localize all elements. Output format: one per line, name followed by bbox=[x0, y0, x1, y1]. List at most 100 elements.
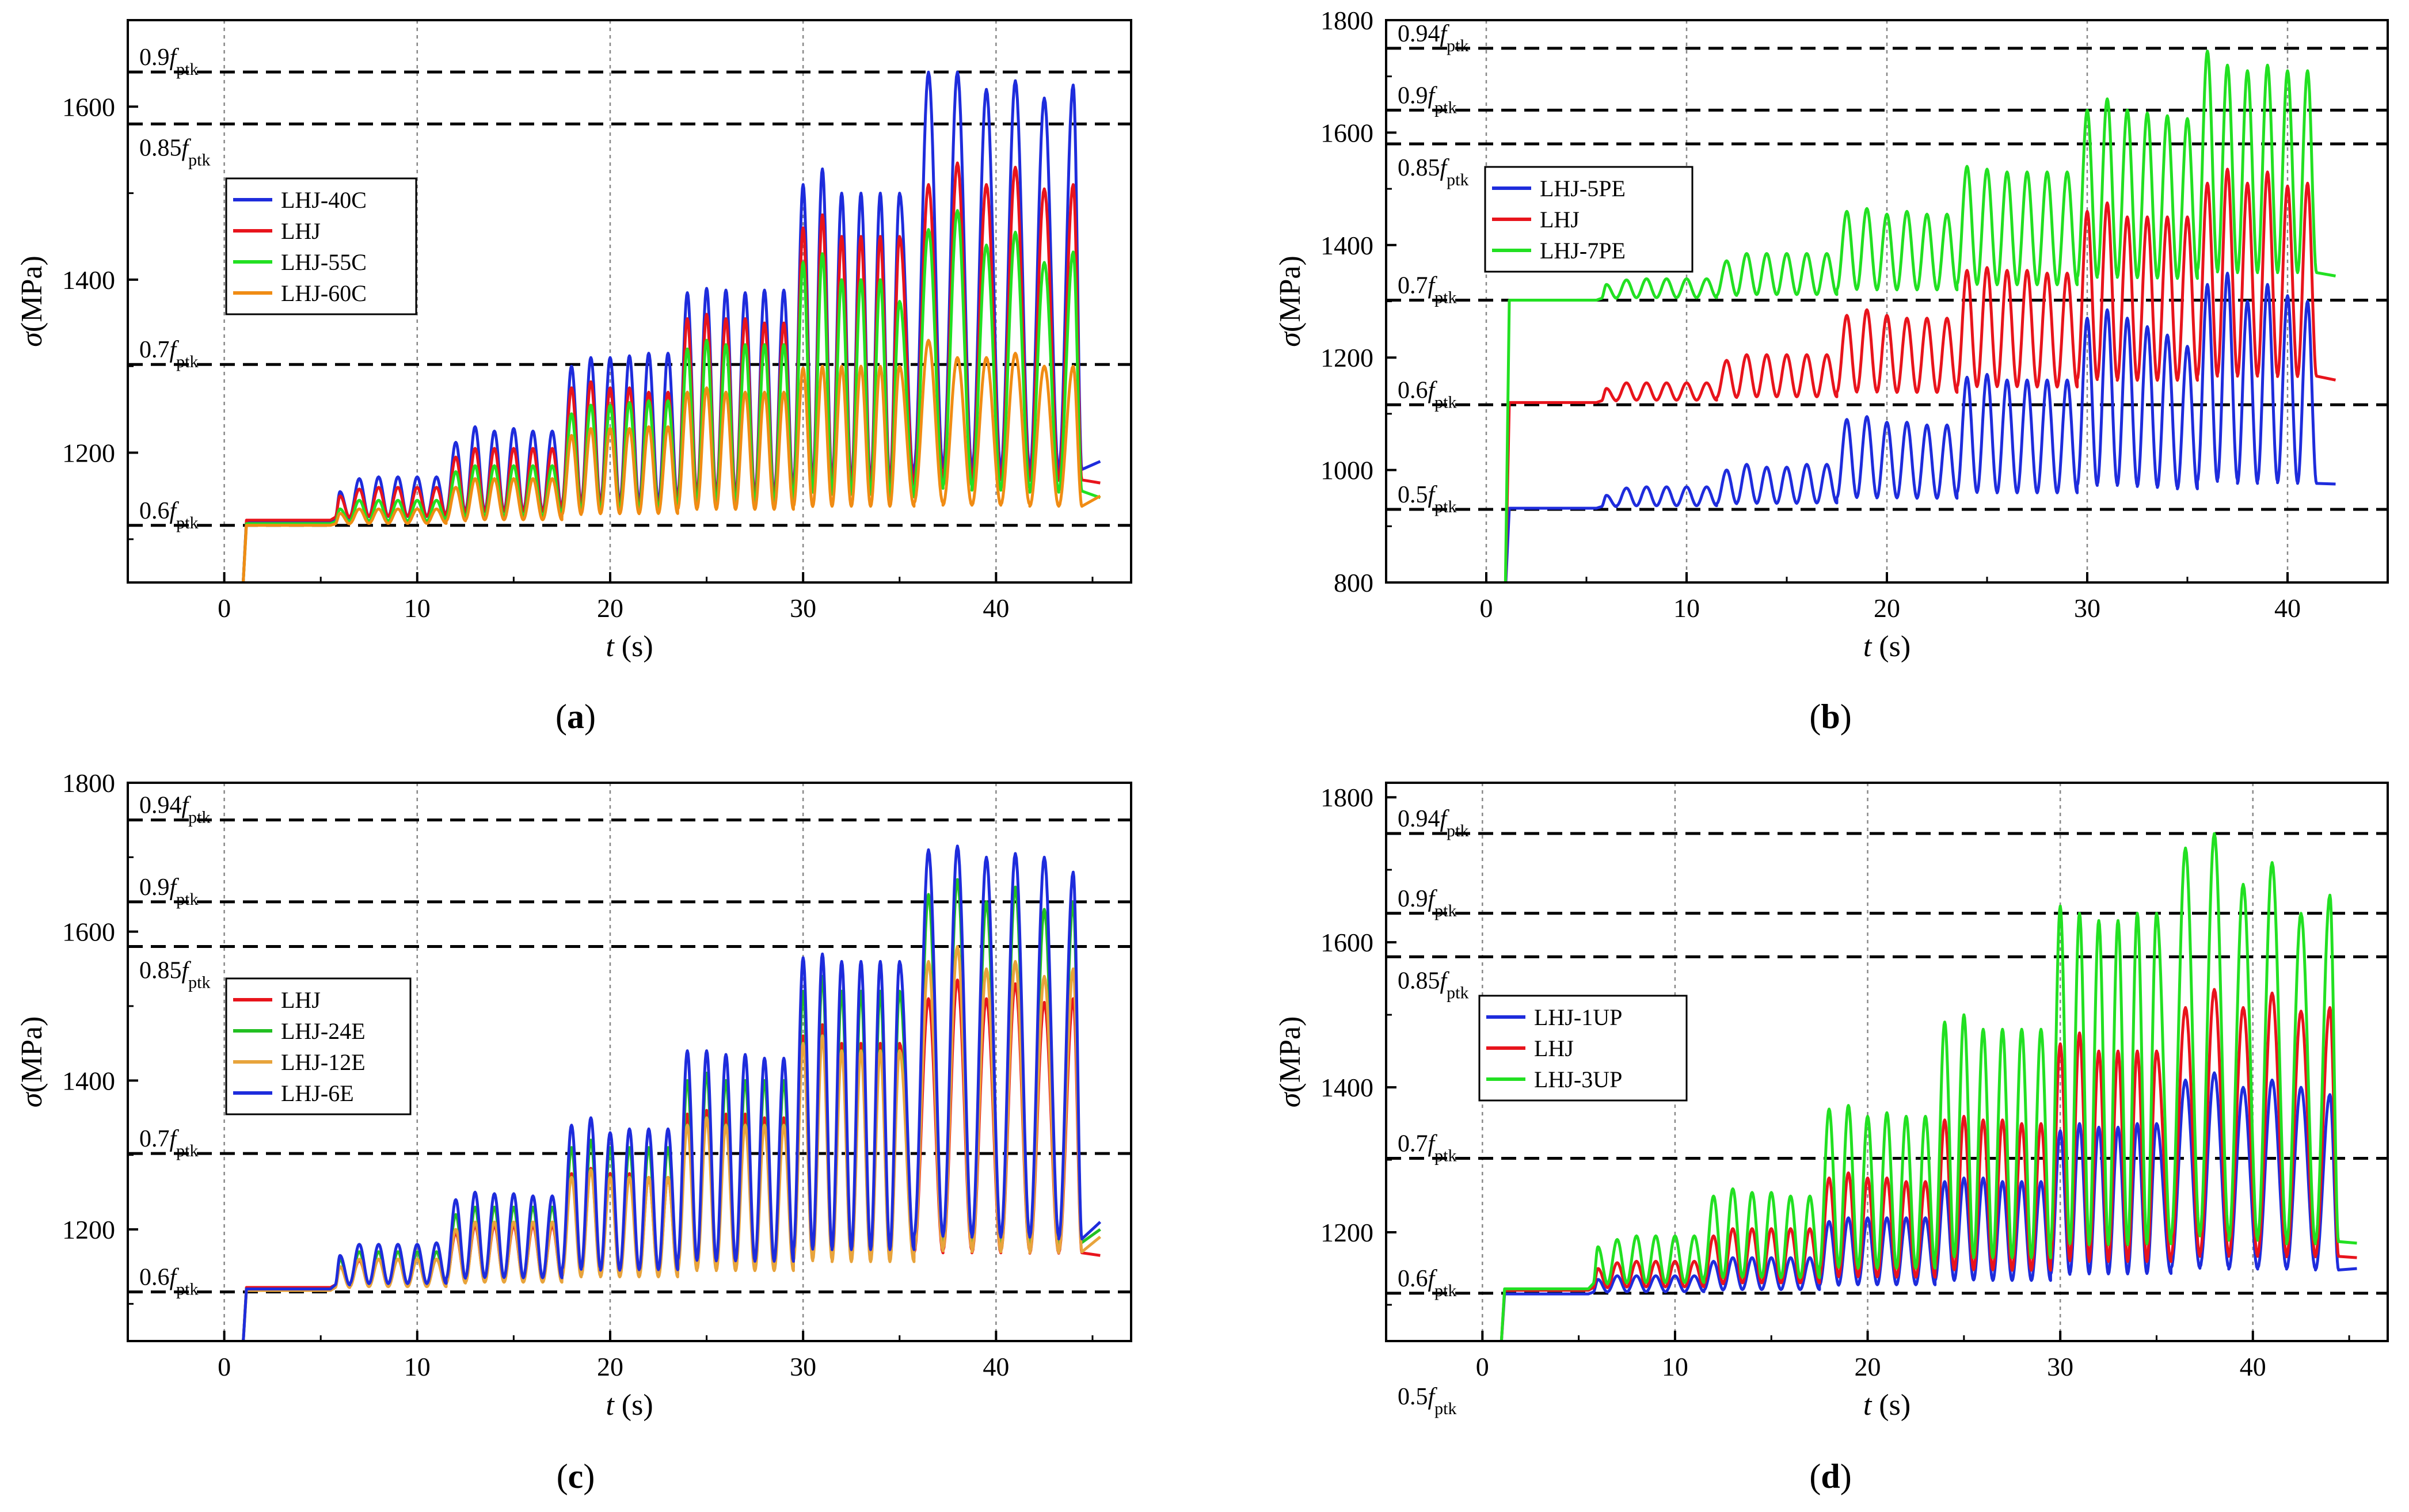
x-tick-label: 10 bbox=[1673, 593, 1700, 623]
series-line-lhj-3up bbox=[1500, 832, 2357, 1341]
panel-label: (d) bbox=[1809, 1457, 1851, 1495]
y-axis-label: σ(MPa) bbox=[1274, 1016, 1307, 1108]
y-tick-label: 1600 bbox=[1320, 118, 1373, 147]
reference-line-label: 0.85fptk bbox=[139, 958, 211, 992]
legend-entry: LHJ-5PE bbox=[1540, 176, 1626, 201]
reference-line-label: 0.94fptk bbox=[139, 793, 211, 827]
y-axis-label: σ(MPa) bbox=[1274, 256, 1307, 347]
reference-line-label: 0.85fptk bbox=[1398, 968, 1469, 1002]
y-tick-label: 800 bbox=[1334, 568, 1373, 597]
x-tick-label: 40 bbox=[2240, 1352, 2266, 1381]
plot-frame bbox=[1385, 782, 2389, 1342]
chart-panel-d: 0 10 20 30 40 1200 1400 1600 1800 t (s) σ(MPa) 0.94… bbox=[1274, 782, 2389, 1495]
series-line-lhj-7pe bbox=[1504, 49, 2336, 582]
legend-entry: LHJ-1UP bbox=[1534, 1004, 1622, 1030]
y-tick-label: 1000 bbox=[1320, 456, 1373, 485]
reference-line-label: 0.9fptk bbox=[139, 44, 199, 79]
legend-entry: LHJ-55C bbox=[281, 249, 367, 275]
x-axis-label: t (s) bbox=[606, 1389, 653, 1422]
x-axis-label: t (s) bbox=[1863, 630, 1911, 663]
y-tick-label: 1400 bbox=[62, 265, 115, 295]
legend-entry: LHJ-3UP bbox=[1534, 1067, 1622, 1092]
y-tick-label: 1400 bbox=[1320, 1073, 1373, 1102]
legend-entry: LHJ-12E bbox=[281, 1049, 366, 1075]
reference-line-label: 0.7fptk bbox=[139, 337, 199, 371]
x-tick-label: 40 bbox=[983, 593, 1009, 623]
x-tick-label: 20 bbox=[597, 1352, 623, 1381]
reference-line-label: 0.9fptk bbox=[139, 874, 199, 909]
legend-entry: LHJ bbox=[281, 987, 321, 1013]
reference-line-label: 0.5fptk bbox=[1398, 482, 1457, 516]
reference-line-label: 0.9fptk bbox=[1398, 886, 1457, 920]
y-tick-label: 1200 bbox=[62, 1215, 115, 1244]
series-line-lhj-60c bbox=[242, 338, 1101, 582]
y-axis-label: σ(MPa) bbox=[16, 1016, 48, 1108]
legend-entry: LHJ-24E bbox=[281, 1018, 366, 1044]
series-line-lhj-6e bbox=[242, 844, 1102, 1341]
x-tick-label: 20 bbox=[1874, 593, 1900, 623]
x-tick-label: 40 bbox=[2274, 593, 2301, 623]
legend-entry: LHJ-6E bbox=[281, 1080, 354, 1106]
legend-entry: LHJ bbox=[1534, 1035, 1574, 1061]
legend-entry: LHJ bbox=[1540, 207, 1580, 233]
x-tick-label: 10 bbox=[1662, 1352, 1688, 1381]
x-tick-label: 20 bbox=[1855, 1352, 1881, 1381]
reference-line-label: 0.9fptk bbox=[1398, 82, 1457, 117]
legend-entry: LHJ-40C bbox=[281, 187, 367, 213]
x-axis-label: t (s) bbox=[606, 630, 653, 663]
legend-entry: LHJ-60C bbox=[281, 280, 367, 306]
x-axis-label: t (s) bbox=[1863, 1389, 1911, 1422]
x-tick-label: 30 bbox=[2074, 593, 2100, 623]
y-tick-label: 1600 bbox=[1320, 928, 1373, 957]
x-tick-label: 10 bbox=[404, 1352, 431, 1381]
reference-line-label: 0.94fptk bbox=[1398, 806, 1469, 840]
reference-line-label: 0.7fptk bbox=[1398, 1131, 1457, 1166]
y-tick-label: 1800 bbox=[1320, 783, 1373, 812]
reference-line-label: 0.7fptk bbox=[1398, 273, 1457, 307]
reference-line-label: 0.7fptk bbox=[139, 1126, 199, 1160]
legend: LHJ-40C LHJ LHJ-55C LHJ-60C bbox=[225, 177, 417, 315]
x-tick-label: 0 bbox=[1480, 593, 1493, 623]
reference-line-label: 0.6fptk bbox=[1398, 377, 1457, 412]
chart-panel-b: 0 10 20 30 40 800 1000 1200 1400 1600 1800 t (s) σ(M… bbox=[1274, 6, 2389, 736]
legend: LHJ-1UP LHJ LHJ-3UP bbox=[1478, 995, 1688, 1102]
legend: LHJ LHJ-24E LHJ-12E LHJ-6E bbox=[225, 977, 412, 1115]
y-tick-label: 1600 bbox=[62, 92, 115, 121]
series-line-lhj bbox=[1504, 167, 2336, 582]
x-tick-label: 10 bbox=[404, 593, 431, 623]
legend: LHJ-5PE LHJ LHJ-7PE bbox=[1484, 166, 1693, 273]
reference-line-label: 0.85fptk bbox=[1398, 155, 1469, 189]
y-tick-label: 1400 bbox=[1320, 231, 1373, 260]
x-tick-label: 40 bbox=[983, 1352, 1009, 1381]
y-axis-label: σ(MPa) bbox=[16, 256, 48, 347]
panel-label: (a) bbox=[555, 698, 596, 736]
x-tick-label: 30 bbox=[790, 593, 816, 623]
y-tick-label: 1200 bbox=[1320, 1218, 1373, 1247]
reference-line-label: 0.6fptk bbox=[139, 1265, 199, 1299]
x-tick-label: 30 bbox=[790, 1352, 816, 1381]
plot-frame bbox=[127, 782, 1132, 1342]
x-tick-label: 0 bbox=[218, 1352, 231, 1381]
y-tick-label: 1400 bbox=[62, 1066, 115, 1095]
reference-line-label: 0.6fptk bbox=[1398, 1266, 1457, 1300]
legend-entry: LHJ-7PE bbox=[1540, 238, 1626, 264]
y-tick-label: 1200 bbox=[1320, 343, 1373, 372]
x-tick-label: 0 bbox=[1476, 1352, 1489, 1381]
reference-line-label: 0.6fptk bbox=[139, 498, 199, 532]
y-tick-label: 1600 bbox=[62, 917, 115, 947]
reference-line-label: 0.94fptk bbox=[1398, 21, 1469, 55]
reference-line-label: 0.5fptk bbox=[1398, 1384, 1457, 1418]
chart-panel-c: 0 10 20 30 40 1200 1400 1600 1800 t (s) σ(MPa) 0.94… bbox=[16, 768, 1132, 1495]
chart-panel-a: 0 10 20 30 40 1200 1400 1600 t (s) σ(MPa) 0.9fptk 0… bbox=[16, 19, 1132, 736]
panel-label: (c) bbox=[557, 1457, 595, 1495]
x-tick-label: 30 bbox=[2047, 1352, 2073, 1381]
y-tick-label: 1800 bbox=[1320, 6, 1373, 35]
y-tick-label: 1800 bbox=[62, 768, 115, 798]
legend-entry: LHJ bbox=[281, 218, 321, 244]
plot-frame bbox=[127, 19, 1132, 584]
y-tick-label: 1200 bbox=[62, 439, 115, 468]
reference-line-label: 0.85fptk bbox=[139, 135, 211, 169]
series-line-lhj-5pe bbox=[1504, 272, 2336, 582]
x-tick-label: 0 bbox=[218, 593, 231, 623]
